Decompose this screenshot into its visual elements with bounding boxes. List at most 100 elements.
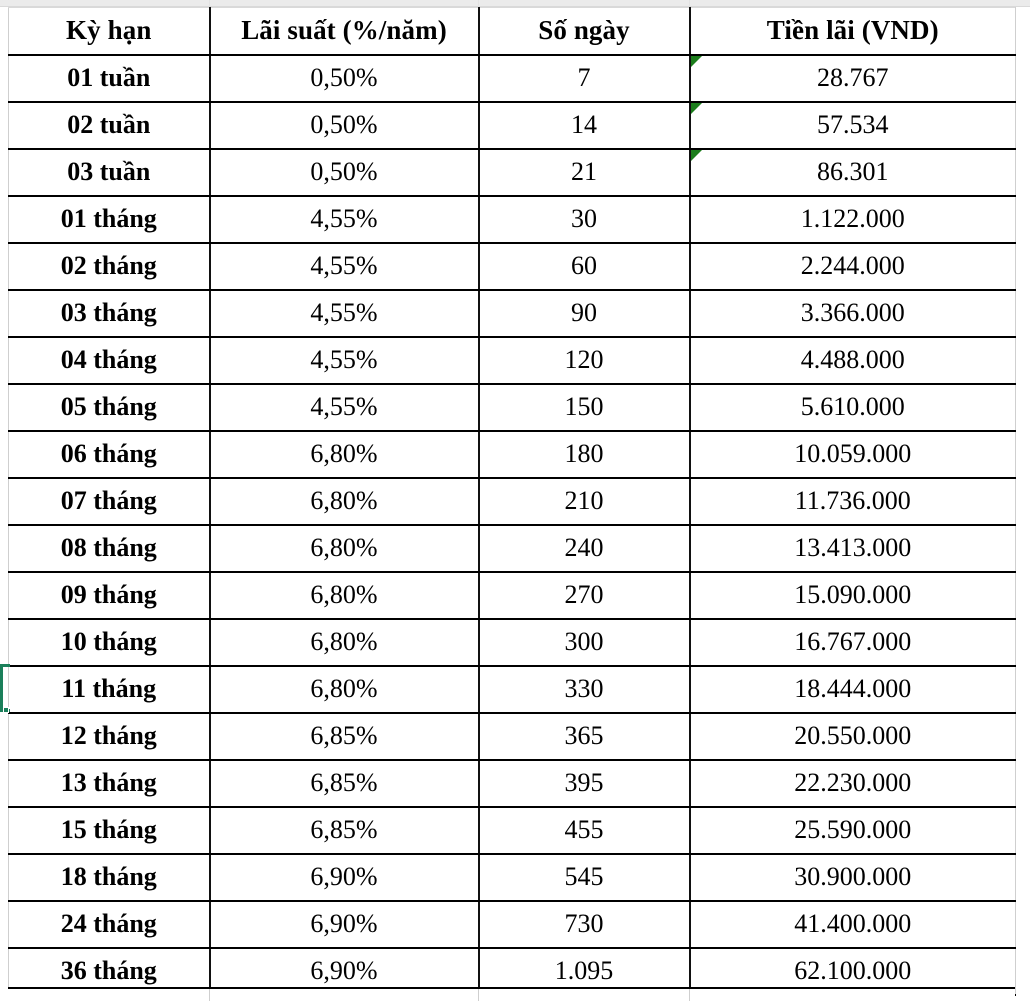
cell-interest[interactable]: 13.413.000 [688, 523, 1016, 573]
interest-rate-table: Kỳ hạn Lãi suất (%/năm) Số ngày Tiền lãi… [8, 7, 1016, 996]
cell-interest-value: 1.122.000 [800, 204, 905, 233]
cell-rate[interactable]: 6,80% [208, 429, 479, 479]
cell-interest[interactable]: 15.090.000 [688, 570, 1016, 620]
cell-interest[interactable]: 5.610.000 [688, 382, 1016, 432]
cell-term[interactable]: 01 tháng [8, 194, 210, 244]
cell-interest-value: 4.488.000 [800, 345, 905, 374]
cell-rate[interactable]: 4,55% [208, 241, 479, 291]
cell-interest[interactable]: 3.366.000 [688, 288, 1016, 338]
cell-interest[interactable]: 11.736.000 [688, 476, 1016, 526]
cell-interest[interactable]: 10.059.000 [688, 429, 1016, 479]
cell-term[interactable]: 13 tháng [8, 758, 210, 808]
cell-interest-value: 30.900.000 [794, 862, 912, 891]
cell-rate[interactable]: 6,80% [208, 476, 479, 526]
cell-term[interactable]: 06 tháng [8, 429, 210, 479]
cell-rate[interactable]: 6,85% [208, 758, 479, 808]
cell-days[interactable]: 210 [477, 476, 690, 526]
cell-interest-value: 25.590.000 [794, 815, 912, 844]
cell-interest[interactable]: 28.767 [688, 53, 1016, 103]
cell-days[interactable]: 395 [477, 758, 690, 808]
cell-term[interactable]: 01 tuần [8, 53, 210, 103]
cell-days[interactable]: 365 [477, 711, 690, 761]
cell-interest[interactable]: 1.122.000 [688, 194, 1016, 244]
cell-term[interactable]: 03 tháng [8, 288, 210, 338]
cell-rate[interactable]: 4,55% [208, 335, 479, 385]
cell-interest[interactable]: 86.301 [688, 147, 1016, 197]
cell-term[interactable]: 02 tháng [8, 241, 210, 291]
cell-days[interactable]: 30 [477, 194, 690, 244]
cell-rate[interactable]: 6,80% [208, 570, 479, 620]
cell-interest[interactable]: 4.488.000 [688, 335, 1016, 385]
cell-rate[interactable]: 4,55% [208, 288, 479, 338]
cell-term[interactable]: 05 tháng [8, 382, 210, 432]
cell-rate[interactable]: 6,80% [208, 617, 479, 667]
cell-days[interactable]: 14 [477, 100, 690, 150]
table-row: 15 tháng 6,85% 455 25.590.000 [8, 805, 1016, 855]
cell-rate[interactable]: 6,85% [208, 711, 479, 761]
cell-rate[interactable]: 6,80% [208, 523, 479, 573]
cell-rate[interactable]: 0,50% [208, 147, 479, 197]
cell-days[interactable]: 270 [477, 570, 690, 620]
cell-rate[interactable]: 6,85% [208, 805, 479, 855]
cell-term[interactable]: 08 tháng [8, 523, 210, 573]
table-row: 01 tuần 0,50% 7 28.767 [8, 53, 1016, 103]
column-header-interest[interactable]: Tiền lãi (VND) [688, 7, 1016, 56]
cell-interest[interactable]: 57.534 [688, 100, 1016, 150]
cell-interest[interactable]: 41.400.000 [688, 899, 1016, 949]
cell-days[interactable]: 120 [477, 335, 690, 385]
cell-term[interactable]: 24 tháng [8, 899, 210, 949]
cell-interest-value: 5.610.000 [800, 392, 905, 421]
cell-days[interactable]: 150 [477, 382, 690, 432]
cell-rate[interactable]: 0,50% [208, 53, 479, 103]
cell-interest-value: 41.400.000 [794, 909, 912, 938]
table-row: 03 tuần 0,50% 21 86.301 [8, 147, 1016, 197]
cell-interest-value: 20.550.000 [794, 721, 912, 750]
cell-rate[interactable]: 6,90% [208, 852, 479, 902]
cell-rate[interactable]: 4,55% [208, 194, 479, 244]
cell-days[interactable]: 180 [477, 429, 690, 479]
cell-days[interactable]: 21 [477, 147, 690, 197]
cell-interest[interactable]: 16.767.000 [688, 617, 1016, 667]
cell-days[interactable]: 90 [477, 288, 690, 338]
cell-term[interactable]: 10 tháng [8, 617, 210, 667]
cell-days[interactable]: 730 [477, 899, 690, 949]
cell-term[interactable]: 15 tháng [8, 805, 210, 855]
cell-rate[interactable]: 4,55% [208, 382, 479, 432]
cell-interest[interactable]: 25.590.000 [688, 805, 1016, 855]
cell-term[interactable]: 07 tháng [8, 476, 210, 526]
column-header-rate[interactable]: Lãi suất (%/năm) [208, 7, 479, 56]
cell-interest-value: 28.767 [817, 63, 889, 92]
cell-rate[interactable]: 6,80% [208, 664, 479, 714]
cell-interest[interactable]: 18.444.000 [688, 664, 1016, 714]
cell-term[interactable]: 04 tháng [8, 335, 210, 385]
cell-days[interactable]: 455 [477, 805, 690, 855]
cell-interest-value: 2.244.000 [800, 251, 905, 280]
cell-rate[interactable]: 6,90% [208, 899, 479, 949]
clipped-row-above [0, 0, 1030, 7]
cell-interest[interactable]: 22.230.000 [688, 758, 1016, 808]
cell-term[interactable]: 12 tháng [8, 711, 210, 761]
clipped-row-below [8, 987, 1015, 1001]
cell-days[interactable]: 60 [477, 241, 690, 291]
cell-days[interactable]: 300 [477, 617, 690, 667]
cell-interest[interactable]: 20.550.000 [688, 711, 1016, 761]
cell-term[interactable]: 03 tuần [8, 147, 210, 197]
sheet-gridline [689, 989, 690, 1001]
column-header-term[interactable]: Kỳ hạn [8, 7, 210, 56]
cell-interest-value: 16.767.000 [794, 627, 912, 656]
cell-term[interactable]: 02 tuần [8, 100, 210, 150]
sheet-gridline [209, 989, 210, 1001]
cell-term[interactable]: 11 tháng [8, 664, 210, 714]
cell-term[interactable]: 09 tháng [8, 570, 210, 620]
cell-days[interactable]: 7 [477, 53, 690, 103]
cell-term[interactable]: 18 tháng [8, 852, 210, 902]
cell-days[interactable]: 545 [477, 852, 690, 902]
table-row: 02 tháng 4,55% 60 2.244.000 [8, 241, 1016, 291]
cell-days[interactable]: 330 [477, 664, 690, 714]
cell-interest[interactable]: 30.900.000 [688, 852, 1016, 902]
column-header-days[interactable]: Số ngày [477, 7, 690, 56]
cell-rate[interactable]: 0,50% [208, 100, 479, 150]
cell-days[interactable]: 240 [477, 523, 690, 573]
cell-interest[interactable]: 2.244.000 [688, 241, 1016, 291]
